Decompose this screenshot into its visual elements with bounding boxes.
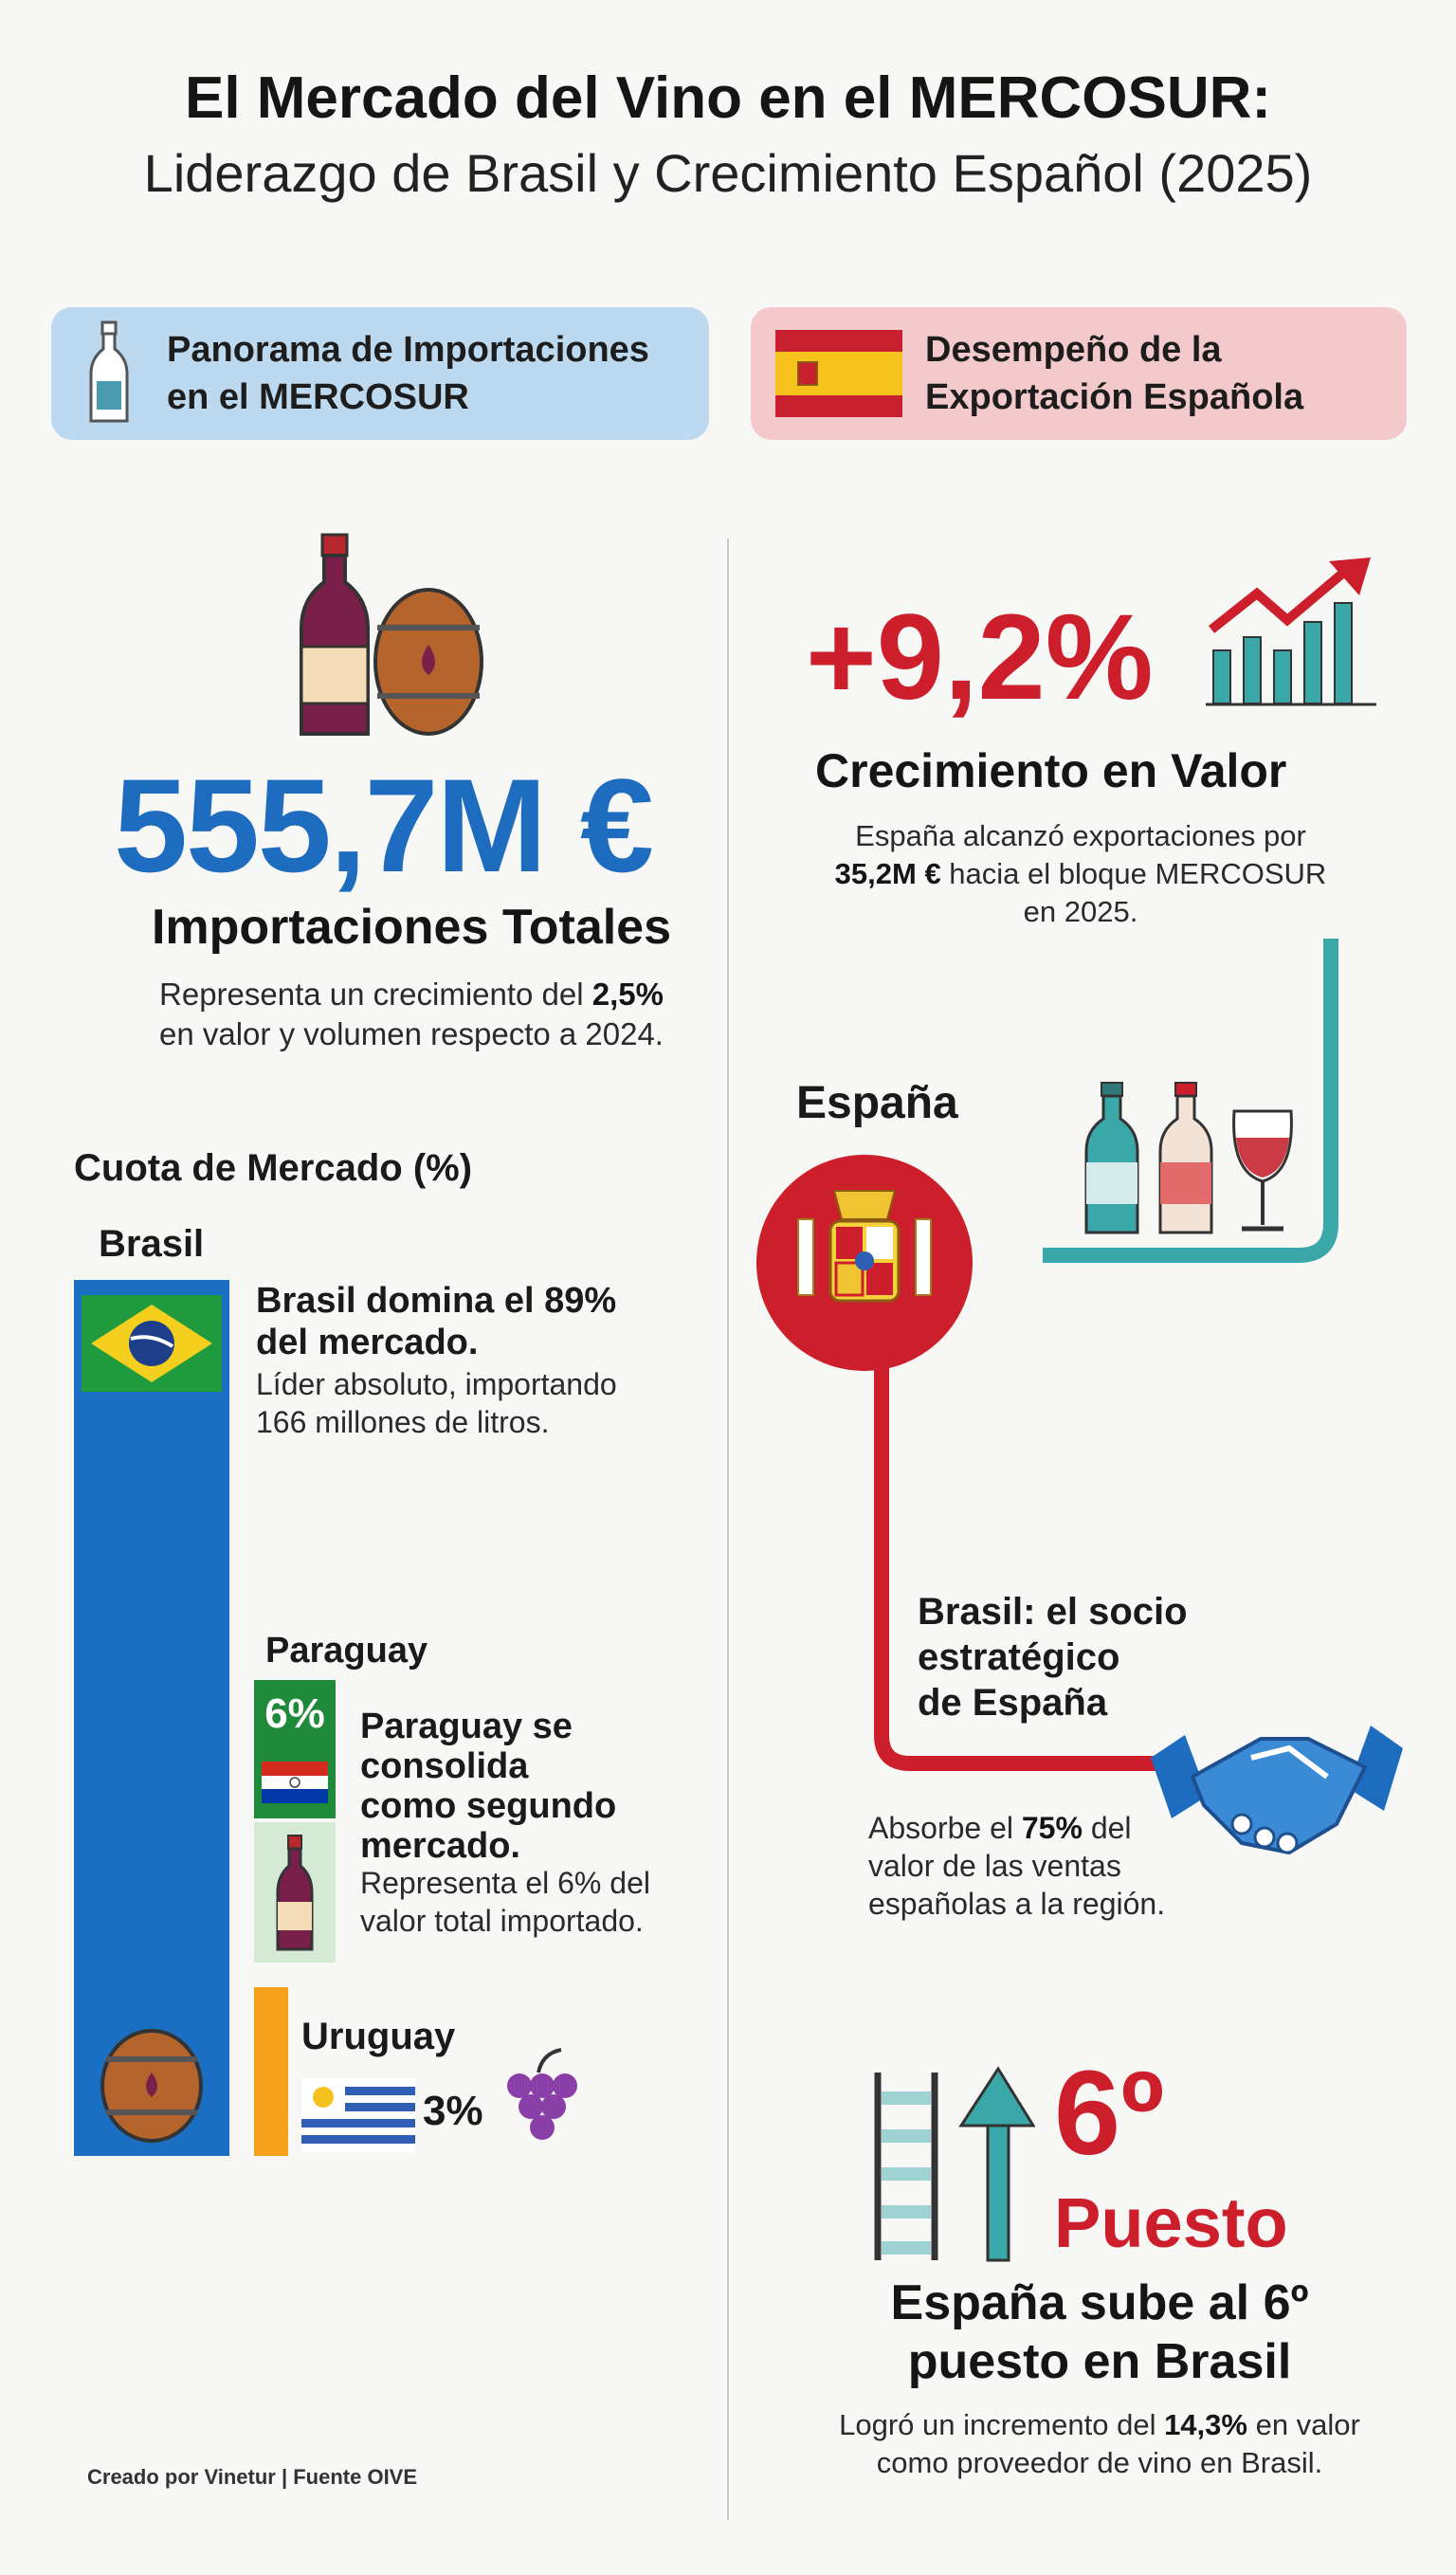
rank-number: 6º (1054, 2046, 1165, 2180)
barrel-icon (100, 2029, 203, 2143)
exports-banner-line2: Exportación Española (925, 377, 1304, 417)
wine-bottle-icon (276, 1835, 314, 1951)
brasil-headline: Brasil domina el 89% del mercado. (256, 1281, 617, 1362)
brasil-label: Brasil (99, 1223, 205, 1265)
imports-section-banner: Panorama de Importaciones en el MERCOSUR (51, 307, 709, 440)
strategic-partner-title: Brasil: el socio estratégico de España (918, 1591, 1188, 1724)
export-description: España alcanzó exportaciones por 35,2M €… (834, 819, 1327, 928)
total-imports-label: Importaciones Totales (151, 900, 672, 955)
spain-label: España (796, 1078, 958, 1128)
growth-chart-icon (1206, 557, 1376, 706)
page-subtitle: Liderazgo de Brasil y Crecimiento Españo… (143, 143, 1313, 203)
handshake-icon (1151, 1726, 1403, 1855)
paraguay-flag-box (254, 1748, 336, 1818)
footer-credit: Creado por Vinetur | Fuente OIVE (87, 2465, 418, 2489)
ranking-headline: España sube al 6º puesto en Brasil (890, 2275, 1309, 2389)
uruguay-label: Uruguay (301, 2016, 456, 2057)
export-growth-label: Crecimiento en Valor (815, 744, 1287, 797)
imports-banner-line2: en el MERCOSUR (167, 377, 469, 417)
ranking-description: Logró un incremento del 14,3% en valor c… (839, 2408, 1360, 2479)
uruguay-share-bar (254, 1987, 288, 2156)
total-imports-value: 555,7M € (114, 751, 654, 900)
page-title: El Mercado del Vino en el MERCOSUR: (184, 65, 1272, 131)
brasil-detail: Líder absoluto, importando 166 millones … (256, 1367, 617, 1439)
paraguay-headline: Paraguay se consolida como segundo merca… (360, 1707, 617, 1866)
wine-bottle-icon (89, 320, 129, 423)
spain-flag-icon (775, 330, 902, 417)
ladder-arrow-icon (874, 2066, 1035, 2262)
paraguay-bottle-box (254, 1822, 336, 1963)
flow-connector (874, 939, 1338, 1771)
wine-and-barrel-icon (300, 533, 483, 736)
exports-section-banner: Desempeño de la Exportación Española (751, 307, 1407, 440)
column-divider (727, 539, 729, 2520)
paraguay-label: Paraguay (265, 1631, 428, 1671)
grapes-icon (507, 2048, 577, 2140)
paraguay-pct-badge: 6% (254, 1680, 336, 1748)
imports-description: Representa un crecimiento del 2,5% en va… (159, 977, 664, 1051)
export-growth-value: +9,2% (806, 590, 1154, 725)
paraguay-flag-icon (262, 1762, 328, 1803)
spain-coat-of-arms-icon (756, 1155, 973, 1371)
imports-banner-line1: Panorama de Importaciones (167, 330, 649, 370)
paraguay-detail: Representa el 6% del valor total importa… (360, 1866, 650, 1938)
exports-banner-line1: Desempeño de la (925, 330, 1222, 370)
rank-word: Puesto (1054, 2183, 1288, 2262)
brazil-flag-icon (82, 1295, 222, 1392)
brasil-share-bar (74, 1280, 229, 2156)
wine-bottles-glass-icon (1084, 1082, 1293, 1234)
uruguay-flag-icon (301, 2078, 415, 2152)
market-share-title: Cuota de Mercado (%) (74, 1147, 473, 1189)
uruguay-pct: 3% (423, 2088, 483, 2134)
brasil-absorption-text: Absorbe el 75% del valor de las ventas e… (868, 1811, 1166, 1921)
